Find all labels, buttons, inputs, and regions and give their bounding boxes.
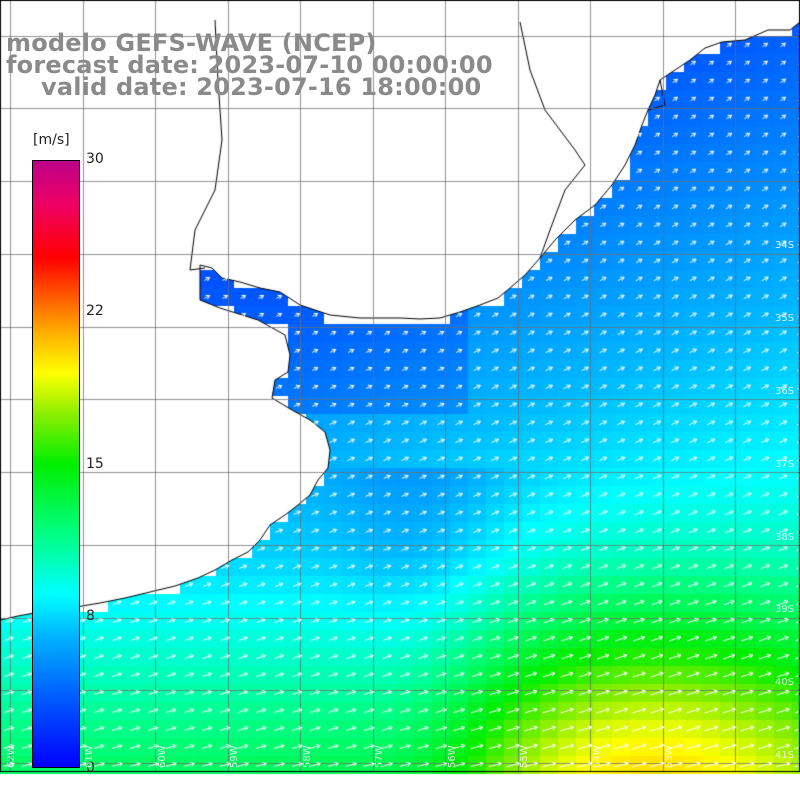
lat-label-37s: 37S (775, 459, 795, 470)
forecast-date: forecast date: 2023-07-10 00:00:00 (6, 51, 493, 79)
model-title: modelo GEFS-WAVE (NCEP) (6, 29, 377, 57)
lon-label-57w: 57W (374, 745, 385, 768)
lon-label-58w: 58W (302, 745, 313, 768)
valid-date: valid date: 2023-07-16 18:00:00 (41, 73, 482, 101)
lat-label-40s: 40S (775, 677, 795, 688)
colorbar-unit: [m/s] (33, 132, 70, 148)
lon-label-53w: 53W (664, 745, 675, 768)
colorbar-tick-8: 8 (86, 608, 95, 624)
lat-label-35s: 35S (775, 313, 795, 324)
lat-label-39s: 39S (775, 604, 795, 615)
colorbar-tick-0: 0 (86, 760, 95, 776)
lon-label-54w: 54W (592, 745, 603, 768)
lon-label-56w: 56W (447, 745, 458, 768)
colorbar-tick-15: 15 (86, 456, 104, 472)
lon-label-62w: 62W (6, 745, 17, 768)
lon-label-59w: 59W (229, 745, 240, 768)
colorbar-tick-22: 22 (86, 303, 104, 319)
lat-label-36s: 36S (775, 386, 795, 397)
colorbar (32, 160, 80, 768)
lon-label-60w: 60W (157, 745, 168, 768)
lon-label-61w: 61W (84, 745, 95, 768)
lon-label-55w: 55W (519, 745, 530, 768)
lat-label-38s: 38S (775, 532, 795, 543)
lat-label-34s: 34S (775, 240, 795, 251)
lat-label-41s: 41S (775, 750, 795, 761)
colorbar-tick-30: 30 (86, 151, 104, 167)
